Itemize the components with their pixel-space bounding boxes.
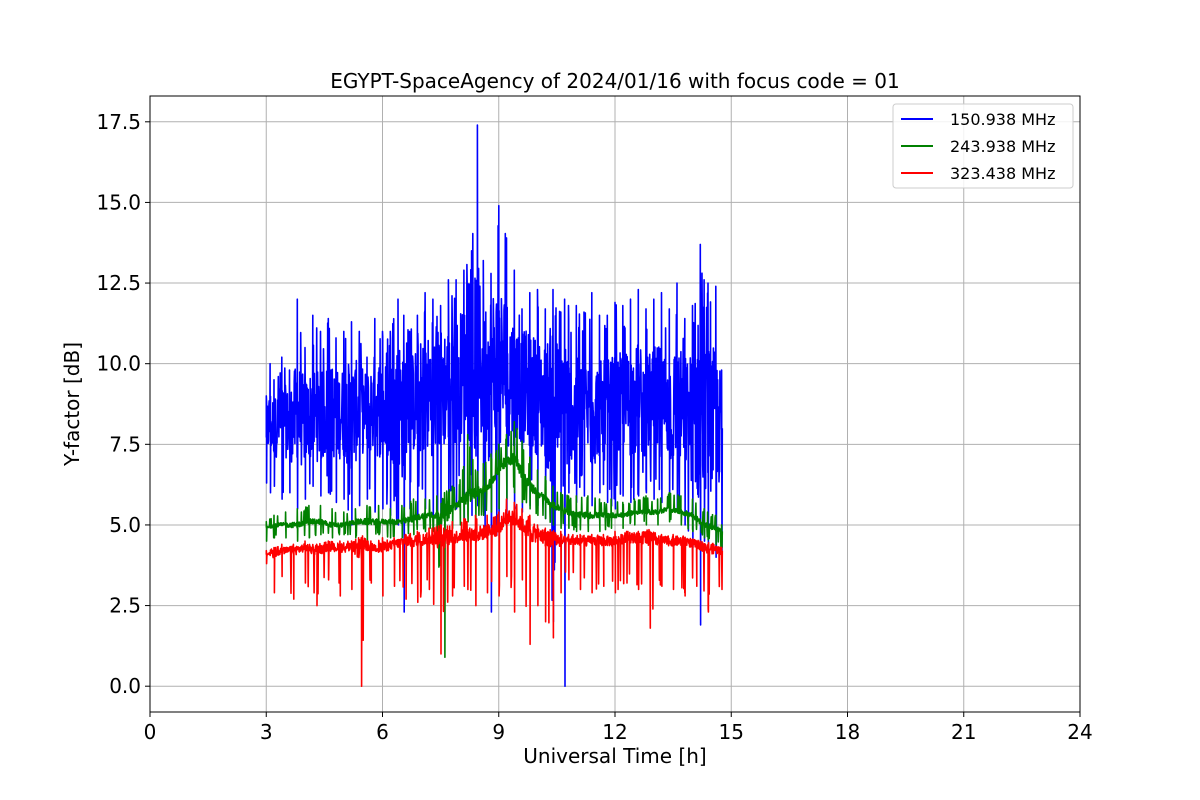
x-tick-label: 12 bbox=[602, 720, 627, 744]
x-tick-label: 9 bbox=[492, 720, 505, 744]
legend-entry: 323.438 MHz bbox=[950, 164, 1055, 183]
y-tick-label: 0.0 bbox=[109, 674, 141, 698]
legend-box bbox=[892, 103, 1074, 189]
y-axis-label: Y-factor [dB] bbox=[60, 342, 84, 467]
series-line-2 bbox=[265, 420, 724, 658]
plot-frame bbox=[149, 95, 1081, 713]
y-tick-label: 15.0 bbox=[96, 190, 141, 214]
x-tick-label: 21 bbox=[951, 720, 976, 744]
y-tick-label: 7.5 bbox=[109, 432, 141, 456]
y-tick-label: 12.5 bbox=[96, 271, 141, 295]
legend-entry: 150.938 MHz bbox=[950, 110, 1055, 129]
chart-title: EGYPT-SpaceAgency of 2024/01/16 with foc… bbox=[330, 69, 899, 93]
x-tick-label: 15 bbox=[719, 720, 744, 744]
x-tick-label: 24 bbox=[1067, 720, 1092, 744]
legend-entry: 243.938 MHz bbox=[950, 137, 1055, 156]
series-layer bbox=[265, 124, 724, 687]
legend: 150.938 MHz 243.938 MHz 323.438 MHz bbox=[892, 103, 1074, 189]
x-tick-label: 6 bbox=[376, 720, 389, 744]
y-tick-label: 17.5 bbox=[96, 110, 141, 134]
x-tick-label: 0 bbox=[144, 720, 157, 744]
x-axis-label: Universal Time [h] bbox=[523, 744, 706, 768]
y-tick-label: 10.0 bbox=[96, 352, 141, 376]
series-line-3 bbox=[265, 498, 724, 687]
x-tick-label: 18 bbox=[835, 720, 860, 744]
x-tick-label: 3 bbox=[260, 720, 273, 744]
series-line-1 bbox=[265, 124, 724, 687]
y-tick-label: 2.5 bbox=[109, 594, 141, 618]
axes: 0 3 6 9 12 15 18 21 24 0.0 2.5 5.0 7.5 10.0 12.5 15.0 17… bbox=[96, 95, 1093, 744]
y-tick-label: 5.0 bbox=[109, 513, 141, 537]
